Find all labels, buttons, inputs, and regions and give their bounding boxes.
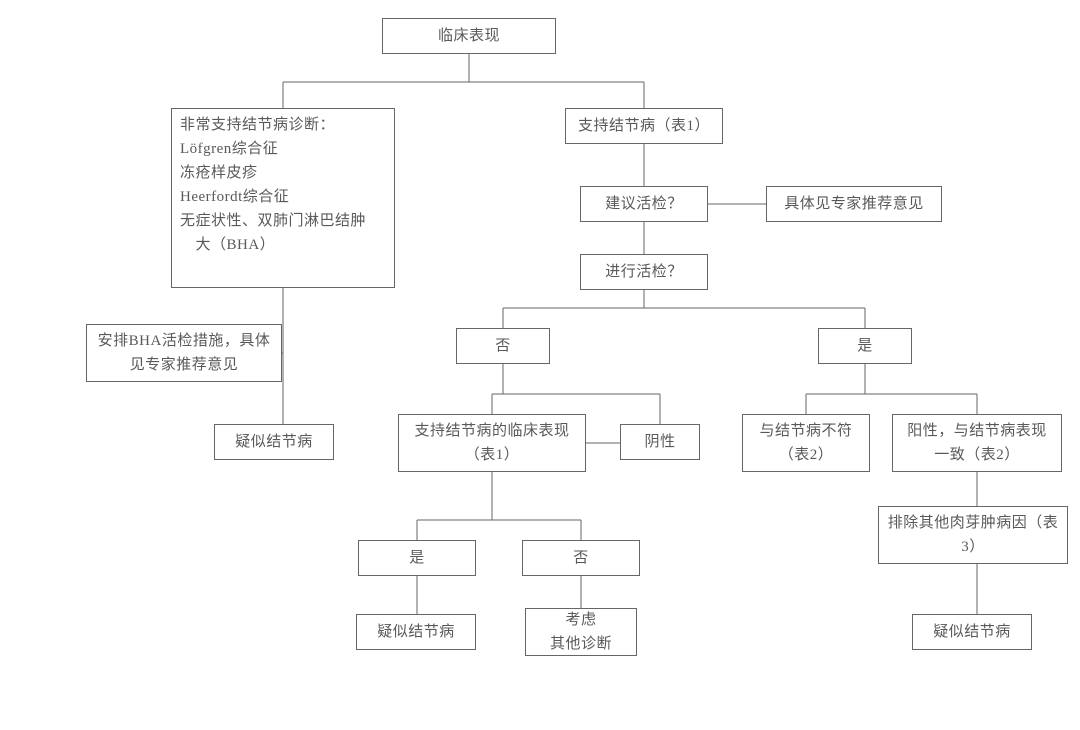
- node-label: 支持结节病的临床表现（表1）: [407, 419, 577, 467]
- node-clinical: 临床表现: [382, 18, 556, 54]
- node-label: 疑似结节病: [235, 430, 313, 454]
- flowchart-canvas: 临床表现非常支持结节病诊断： Löfgren综合征 冻疮样皮疹 Heerford…: [0, 0, 1080, 730]
- node-label: 疑似结节病: [377, 620, 455, 644]
- node-label: 否: [495, 334, 511, 358]
- node-incons: 与结节病不符（表2）: [742, 414, 870, 472]
- node-label: 与结节病不符（表2）: [751, 419, 861, 467]
- node-label: 排除其他肉芽肿病因（表3）: [887, 511, 1059, 559]
- node-clintab: 支持结节病的临床表现（表1）: [398, 414, 586, 472]
- node-neg: 阴性: [620, 424, 700, 460]
- node-pos: 阳性，与结节病表现一致（表2）: [892, 414, 1062, 472]
- node-label: 疑似结节病: [933, 620, 1011, 644]
- node-label: 是: [857, 334, 873, 358]
- node-label: 具体见专家推荐意见: [784, 192, 924, 216]
- node-exclude: 排除其他肉芽肿病因（表3）: [878, 506, 1068, 564]
- node-label: 安排BHA活检措施，具体见专家推荐意见: [95, 329, 273, 377]
- node-label: 阳性，与结节病表现一致（表2）: [901, 419, 1053, 467]
- node-support: 支持结节病（表1）: [565, 108, 723, 144]
- node-prob3: 疑似结节病: [912, 614, 1032, 650]
- node-yes2: 是: [358, 540, 476, 576]
- node-perform: 进行活检？: [580, 254, 708, 290]
- node-label: 临床表现: [438, 24, 500, 48]
- node-bha: 安排BHA活检措施，具体见专家推荐意见: [86, 324, 282, 382]
- node-strong: 非常支持结节病诊断： Löfgren综合征 冻疮样皮疹 Heerfordt综合征…: [171, 108, 395, 288]
- node-other: 考虑 其他诊断: [525, 608, 637, 656]
- node-label: 非常支持结节病诊断： Löfgren综合征 冻疮样皮疹 Heerfordt综合征…: [180, 113, 366, 257]
- node-no: 否: [456, 328, 550, 364]
- node-suggest: 建议活检？: [580, 186, 708, 222]
- node-expert: 具体见专家推荐意见: [766, 186, 942, 222]
- node-label: 建议活检？: [605, 192, 683, 216]
- node-prob1: 疑似结节病: [214, 424, 334, 460]
- node-label: 是: [409, 546, 425, 570]
- node-label: 进行活检？: [605, 260, 683, 284]
- node-no2: 否: [522, 540, 640, 576]
- node-label: 阴性: [644, 430, 675, 454]
- node-label: 考虑 其他诊断: [550, 608, 612, 656]
- node-yes: 是: [818, 328, 912, 364]
- node-label: 否: [573, 546, 589, 570]
- node-label: 支持结节病（表1）: [578, 114, 710, 138]
- node-prob2: 疑似结节病: [356, 614, 476, 650]
